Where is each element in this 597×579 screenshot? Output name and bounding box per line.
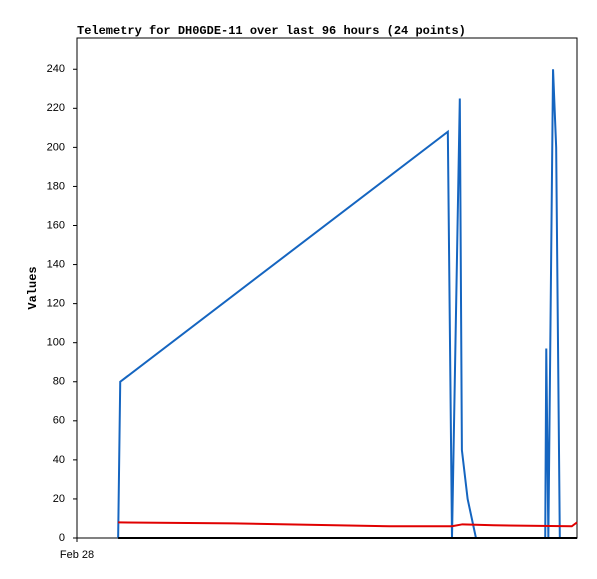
series-line	[118, 521, 578, 528]
y-axis-label: Values	[26, 266, 40, 309]
y-tick-label: 60	[53, 415, 65, 427]
y-tick-label: 220	[47, 102, 65, 114]
series-line	[117, 69, 561, 539]
y-tick-label: 200	[47, 141, 65, 153]
plot-frame	[76, 37, 578, 539]
y-tick-label: 20	[53, 493, 65, 505]
chart-title: Telemetry for DH0GDE-11 over last 96 hou…	[77, 24, 466, 38]
y-tick-label: 160	[47, 219, 65, 231]
y-tick-label: 120	[47, 298, 65, 310]
y-tick-label: 40	[53, 454, 65, 466]
y-tick-label: 100	[47, 337, 65, 349]
y-tick-label: 140	[47, 258, 65, 270]
y-tick-label: 240	[47, 63, 65, 75]
y-tick-label: 180	[47, 180, 65, 192]
x-tick-label: Feb 28	[60, 549, 94, 561]
y-tick-label: 0	[59, 532, 65, 544]
y-tick-label: 80	[53, 376, 65, 388]
